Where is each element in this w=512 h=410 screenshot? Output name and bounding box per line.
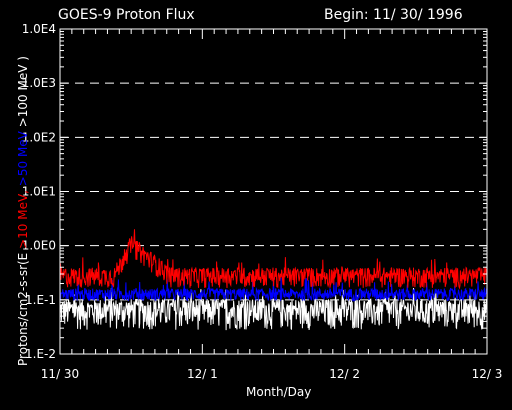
y-axis-label: Protons/cm2-s-sr(E >10 MeV, >50 MeV >100… [16,56,30,366]
gridlines [60,82,487,301]
y-tick-label: 1.E-2 [25,347,56,361]
chart-title: GOES-9 Proton Flux [58,7,195,23]
series-line-10mev-mev [59,229,488,290]
x-tick-label: 11/ 30 [41,367,79,381]
y-axis-label-part: >10 MeV, [16,186,30,249]
x-tick-label: 12/ 3 [472,367,503,381]
y-axis-label-part: >100 MeV ) [16,56,30,127]
series-line-100mev-mev [59,287,488,331]
y-tick-label: 1.0E3 [22,76,56,90]
y-tick-label: 1.0E2 [22,130,56,144]
x-axis: 11/ 30 12/ 1 12/ 2 12/ 3 [41,29,503,381]
y-tick-label: 1.E-1 [25,293,56,307]
y-tick-label: 1.0E0 [22,239,56,253]
series-group [59,229,488,331]
y-tick-label: 1.0E1 [22,185,56,199]
y-axis-label-part: Protons/cm2-s-sr(E [16,249,30,366]
x-axis-label: Month/Day [246,385,311,399]
y-axis: 1.E-2 1.E-1 1.0E0 1.0E1 1.0E2 1.0E3 1.0E4 [22,22,487,361]
begin-date-label: Begin: 11/ 30/ 1996 [324,7,463,23]
y-tick-label: 1.0E4 [22,22,56,36]
x-tick-label: 12/ 1 [187,367,218,381]
y-axis-label-part: >50 MeV [16,127,30,186]
x-tick-label: 12/ 2 [329,367,360,381]
